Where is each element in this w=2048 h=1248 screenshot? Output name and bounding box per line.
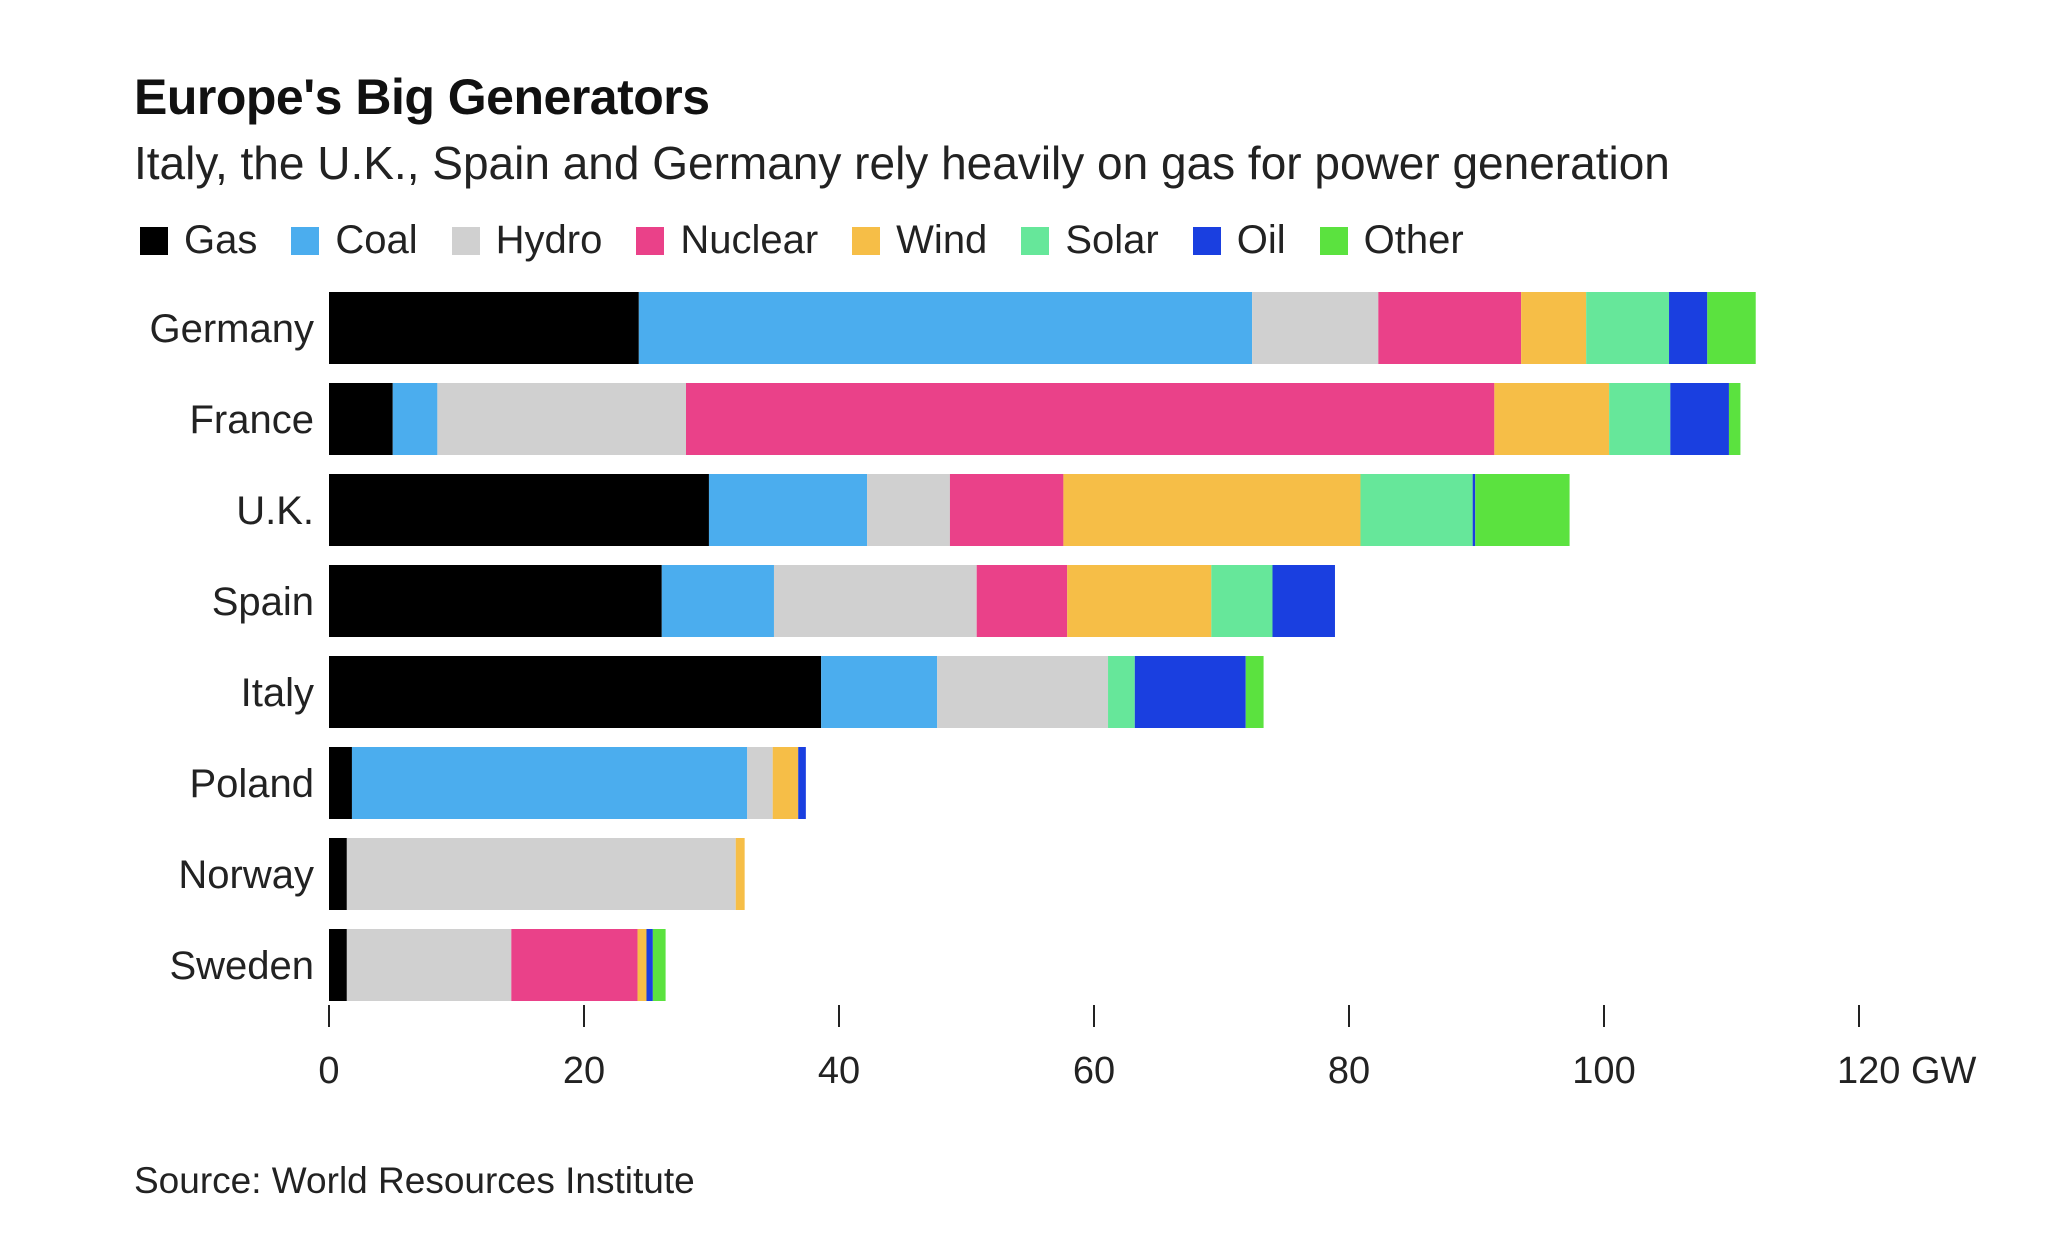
bar-segment-france-solar (1609, 383, 1671, 455)
bar-segment-poland-oil (798, 747, 806, 819)
category-label-poland: Poland (189, 762, 314, 806)
category-label-spain: Spain (212, 580, 314, 624)
chart-subtitle: Italy, the U.K., Spain and Germany rely … (134, 137, 1670, 189)
bar-segment-italy-oil (1134, 656, 1246, 728)
bar-segment-u-k-oil (1472, 474, 1476, 546)
bar-segment-france-nuclear (686, 383, 1495, 455)
bar-segment-sweden-hydro (346, 929, 512, 1001)
legend-item-gas: Gas (140, 218, 257, 263)
legend-label: Other (1363, 218, 1464, 262)
legend-swatch-coal (291, 226, 320, 255)
x-tick-label: 60 (1073, 1050, 1115, 1092)
chart-legend: Gas Coal Hydro Nuclear Wind Solar Oil Other (140, 218, 1464, 263)
bar-segment-norway-gas (329, 838, 347, 910)
bar-segment-sweden-nuclear (511, 929, 638, 1001)
bar-segment-poland-hydro (747, 747, 773, 819)
legend-swatch-hydro (451, 226, 480, 255)
bar-segment-germany-other (1707, 292, 1756, 364)
bar-segment-u-k-wind (1063, 474, 1361, 546)
bar-segment-sweden-other (652, 929, 666, 1001)
bar-segment-u-k-gas (329, 474, 709, 546)
bar-segment-france-oil (1670, 383, 1729, 455)
bar-segment-u-k-hydro (867, 474, 950, 546)
bar-segment-germany-hydro (1252, 292, 1379, 364)
legend-swatch-solar (1021, 226, 1050, 255)
x-tick-label: 20 (563, 1050, 605, 1092)
bar-segment-france-gas (329, 383, 393, 455)
legend-item-solar: Solar (1021, 218, 1159, 263)
bar-segment-poland-gas (329, 747, 352, 819)
bar-segment-u-k-other (1475, 474, 1570, 546)
bar-segment-u-k-coal (708, 474, 868, 546)
bar-segment-germany-coal (638, 292, 1253, 364)
bar-segment-spain-oil (1272, 565, 1335, 637)
bar-segment-sweden-oil (646, 929, 653, 1001)
bar-segment-poland-coal (351, 747, 748, 819)
legend-swatch-nuclear (636, 226, 665, 255)
legend-label: Hydro (495, 218, 603, 262)
category-label-italy: Italy (241, 671, 314, 715)
legend-item-wind: Wind (852, 218, 987, 263)
legend-label: Gas (184, 218, 258, 262)
x-tick-label: 0 (318, 1050, 339, 1092)
x-tick-label: 100 (1572, 1050, 1635, 1092)
legend-swatch-oil (1192, 226, 1221, 255)
bar-segment-poland-wind (772, 747, 799, 819)
legend-label: Solar (1065, 218, 1159, 262)
bar-segment-u-k-solar (1360, 474, 1473, 546)
category-label-france: France (190, 398, 315, 442)
bar-segment-sweden-wind (637, 929, 647, 1001)
legend-item-other: Other (1319, 218, 1464, 263)
category-label-sweden: Sweden (169, 944, 314, 988)
x-tick-label: 80 (1328, 1050, 1370, 1092)
bar-segment-italy-gas (329, 656, 822, 728)
bar-segment-norway-hydro (346, 838, 736, 910)
legend-label: Nuclear (680, 218, 819, 262)
legend-label: Wind (896, 218, 988, 262)
bar-segment-spain-gas (329, 565, 662, 637)
legend-label: Coal (335, 218, 418, 262)
legend-swatch-wind (852, 226, 881, 255)
bar-segment-norway-wind (735, 838, 745, 910)
bar-segment-u-k-nuclear (949, 474, 1064, 546)
bar-segment-italy-solar (1108, 656, 1135, 728)
bar-segment-germany-nuclear (1378, 292, 1522, 364)
legend-swatch-gas (140, 226, 168, 255)
bar-segment-france-wind (1494, 383, 1610, 455)
bar-segment-spain-wind (1067, 565, 1212, 637)
legend-item-hydro: Hydro (451, 218, 603, 263)
legend-label: Oil (1236, 218, 1286, 262)
bar-segment-germany-solar (1586, 292, 1670, 364)
category-label-u-k: U.K. (236, 489, 314, 533)
bar-segment-italy-coal (821, 656, 938, 728)
stacked-bar-chart: Germany France U.K. Spain Italy Poland Norway S… (150, 292, 1977, 1092)
bar-segment-spain-nuclear (976, 565, 1068, 637)
bar-segment-germany-gas (329, 292, 639, 364)
bar-segment-france-hydro (437, 383, 686, 455)
bar-segment-spain-solar (1211, 565, 1273, 637)
bar-segment-spain-hydro (773, 565, 977, 637)
bar-segment-germany-oil (1669, 292, 1708, 364)
category-label-norway: Norway (178, 853, 314, 897)
x-tick-label: 40 (818, 1050, 860, 1092)
legend-item-coal: Coal (291, 218, 418, 263)
chart-title: Europe's Big Generators (134, 69, 710, 125)
bar-segment-france-coal (392, 383, 438, 455)
chart-source: Source: World Resources Institute (134, 1160, 695, 1201)
legend-swatch-other (1319, 226, 1348, 255)
bar-segment-germany-wind (1521, 292, 1587, 364)
category-label-germany: Germany (150, 307, 315, 351)
legend-item-nuclear: Nuclear (636, 218, 818, 263)
bar-segment-spain-coal (661, 565, 774, 637)
legend-item-oil: Oil (1192, 218, 1286, 263)
x-tick-label: 120 GW (1837, 1050, 1977, 1092)
bar-segment-italy-hydro (937, 656, 1109, 728)
bar-segment-sweden-gas (329, 929, 347, 1001)
bar-segment-italy-other (1245, 656, 1264, 728)
bar-segment-france-other (1728, 383, 1741, 455)
